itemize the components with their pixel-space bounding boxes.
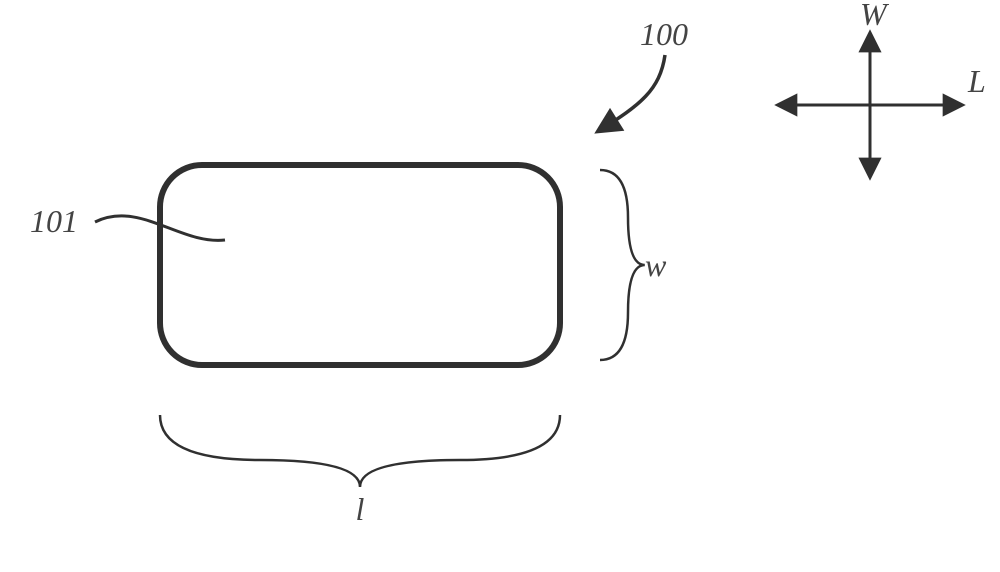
callout-100-label: 100	[640, 16, 688, 52]
callout-100-leader	[600, 55, 665, 130]
axis-label-W: W	[860, 0, 890, 32]
brace-width	[600, 170, 645, 360]
label-l: l	[356, 491, 365, 527]
callout-101-label: 101	[30, 203, 78, 239]
brace-length	[160, 415, 560, 487]
body-outline	[160, 165, 560, 365]
patent-figure: w l 100 101 W L	[0, 0, 1000, 572]
axis-label-L: L	[967, 63, 986, 99]
label-w: w	[645, 247, 667, 283]
